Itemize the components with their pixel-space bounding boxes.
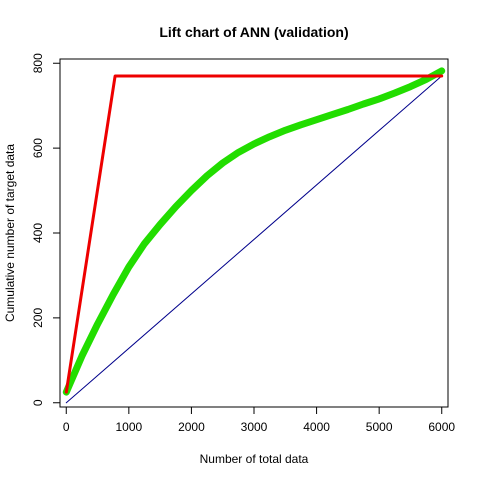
x-axis-label: Number of total data (200, 452, 309, 466)
y-tick-label: 400 (31, 223, 45, 243)
y-tick-label: 600 (31, 138, 45, 158)
x-tick-label: 0 (63, 420, 70, 434)
x-tick-label: 1000 (115, 420, 142, 434)
x-tick-label: 6000 (428, 420, 455, 434)
series-line-3 (64, 74, 444, 394)
chart-title: Lift chart of ANN (validation) (159, 24, 348, 40)
y-tick-label: 200 (31, 308, 45, 328)
x-tick-label: 4000 (303, 420, 330, 434)
x-tick-label: 2000 (178, 420, 205, 434)
x-tick-label: 5000 (366, 420, 393, 434)
y-axis-label: Cumulative number of target data (3, 144, 17, 322)
x-tick-label: 3000 (241, 420, 268, 434)
y-tick-label: 800 (31, 53, 45, 73)
series-layer (62, 67, 446, 404)
y-tick-label: 0 (31, 399, 45, 406)
y-axis: 0 200 400 600 800 (31, 53, 61, 406)
plot-frame (59, 58, 449, 408)
series-line-2 (62, 67, 446, 396)
series-line-1 (65, 75, 443, 404)
x-axis: 0 1000 2000 3000 4000 5000 6000 (63, 406, 455, 434)
